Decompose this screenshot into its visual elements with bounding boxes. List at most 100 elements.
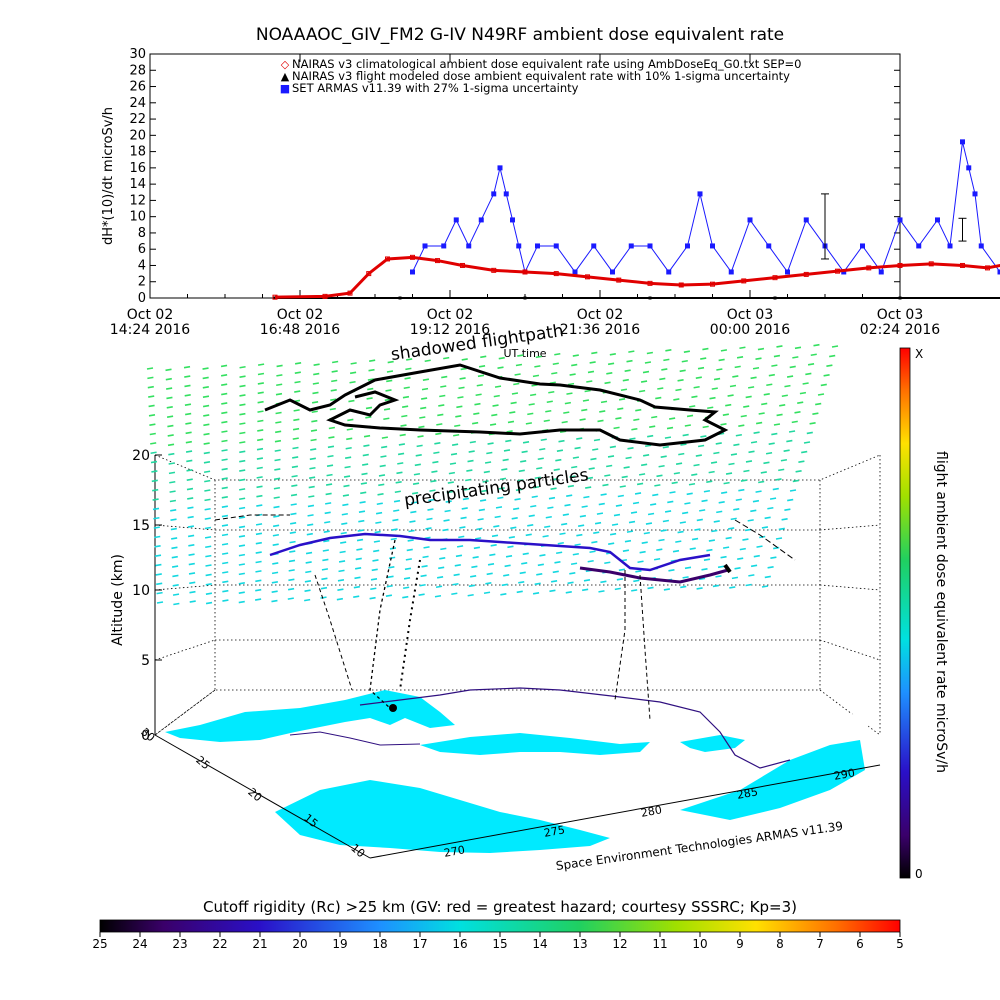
particle-glyph bbox=[534, 582, 541, 586]
particle-glyph bbox=[310, 448, 317, 451]
particle-glyph bbox=[370, 587, 377, 591]
particle-glyph bbox=[781, 394, 788, 398]
point-nairas-flight bbox=[648, 296, 652, 300]
particle-glyph bbox=[576, 533, 583, 537]
particle-glyph bbox=[712, 584, 720, 588]
particle-glyph bbox=[221, 533, 229, 537]
particle-glyph bbox=[716, 510, 723, 514]
particle-glyph bbox=[254, 598, 262, 601]
particle-glyph bbox=[718, 500, 725, 504]
particle-glyph bbox=[203, 414, 210, 417]
particle-glyph bbox=[256, 476, 263, 479]
particle-glyph bbox=[489, 423, 497, 426]
particle-glyph bbox=[747, 519, 754, 522]
particle-glyph bbox=[170, 518, 177, 522]
particle-glyph bbox=[739, 547, 746, 551]
particle-glyph bbox=[189, 600, 196, 603]
lon-tick-label: 290 bbox=[833, 766, 856, 782]
particle-glyph bbox=[703, 489, 711, 493]
particle-glyph bbox=[499, 477, 507, 481]
x-tick-label-time: 14:24 2016 bbox=[110, 322, 191, 338]
y-tick-label: 12 bbox=[129, 193, 146, 208]
particle-glyph bbox=[590, 457, 597, 461]
colorbar-tick-label: 24 bbox=[132, 937, 147, 951]
particle-glyph bbox=[340, 531, 347, 535]
particle-glyph bbox=[412, 491, 419, 495]
particle-glyph bbox=[205, 554, 212, 558]
particle-glyph bbox=[733, 443, 740, 447]
particle-glyph bbox=[170, 509, 177, 512]
particle-glyph bbox=[738, 488, 745, 492]
particle-glyph bbox=[665, 349, 672, 352]
particle-glyph bbox=[421, 565, 428, 568]
particle-glyph bbox=[501, 468, 508, 471]
particle-glyph bbox=[204, 507, 211, 511]
particle-glyph bbox=[221, 505, 228, 508]
particle-glyph bbox=[662, 519, 670, 523]
particle-glyph bbox=[707, 406, 714, 410]
particle-glyph bbox=[203, 423, 210, 427]
particle-glyph bbox=[628, 350, 635, 353]
particle-glyph bbox=[422, 378, 430, 381]
particle-glyph bbox=[330, 398, 337, 402]
particle-glyph bbox=[188, 572, 196, 575]
credit-text: Space Environment Technologies ARMAS v11… bbox=[555, 819, 844, 873]
particle-glyph bbox=[566, 392, 573, 395]
particle-glyph bbox=[399, 433, 406, 437]
particles-annotation: precipitating particles bbox=[403, 465, 590, 511]
particle-glyph bbox=[222, 552, 229, 555]
particle-glyph bbox=[328, 426, 336, 430]
lon-tick-label: 275 bbox=[543, 823, 566, 839]
particle-glyph bbox=[329, 407, 336, 411]
particle-glyph bbox=[812, 412, 819, 415]
point-armas bbox=[647, 243, 653, 249]
particle-glyph bbox=[771, 364, 778, 367]
particle-glyph bbox=[689, 547, 696, 550]
particle-glyph bbox=[381, 445, 388, 449]
particle-glyph bbox=[166, 415, 174, 418]
particle-glyph bbox=[788, 430, 796, 433]
particle-glyph bbox=[420, 406, 427, 410]
particle-glyph bbox=[346, 428, 353, 431]
particle-glyph bbox=[336, 597, 343, 601]
particle-glyph bbox=[408, 529, 415, 533]
particle-glyph bbox=[361, 472, 368, 476]
z-axis-ticks: 0 5 10 15 20 bbox=[132, 448, 162, 744]
particle-glyph bbox=[431, 470, 438, 473]
particle-glyph bbox=[419, 416, 426, 419]
particle-glyph bbox=[156, 601, 164, 604]
series-line-nairas-climatological bbox=[274, 255, 1000, 299]
point-armas bbox=[535, 243, 540, 249]
particle-glyph bbox=[503, 574, 510, 577]
particle-glyph bbox=[511, 392, 519, 395]
particle-glyph bbox=[673, 471, 681, 475]
particle-glyph bbox=[172, 574, 179, 578]
particle-glyph bbox=[550, 580, 558, 583]
series-line-armas bbox=[412, 141, 1000, 274]
particle-glyph bbox=[403, 576, 411, 580]
particle-glyph bbox=[520, 460, 527, 463]
particle-glyph bbox=[238, 581, 245, 585]
particle-glyph bbox=[187, 497, 194, 500]
particle-glyph bbox=[662, 445, 669, 449]
particle-glyph bbox=[468, 584, 476, 588]
point-nairas-flight bbox=[398, 296, 402, 300]
particle-glyph bbox=[682, 511, 689, 515]
particle-glyph bbox=[772, 487, 779, 491]
particle-glyph bbox=[565, 591, 572, 594]
particle-glyph bbox=[469, 440, 476, 444]
x-tick-label-time: 19:12 2016 bbox=[410, 322, 491, 338]
particle-glyph bbox=[582, 588, 589, 592]
particle-glyph bbox=[255, 579, 262, 583]
particle-glyph bbox=[451, 592, 458, 596]
particle-glyph bbox=[646, 351, 653, 355]
particle-glyph bbox=[465, 478, 472, 482]
particle-glyph bbox=[618, 568, 626, 572]
particle-glyph bbox=[272, 524, 280, 528]
particle-glyph bbox=[238, 544, 246, 548]
particle-glyph bbox=[188, 562, 195, 566]
particle-glyph bbox=[238, 525, 246, 529]
particle-glyph bbox=[815, 402, 822, 406]
particle-glyph bbox=[189, 581, 196, 585]
point-nairas-climatological bbox=[460, 262, 465, 268]
